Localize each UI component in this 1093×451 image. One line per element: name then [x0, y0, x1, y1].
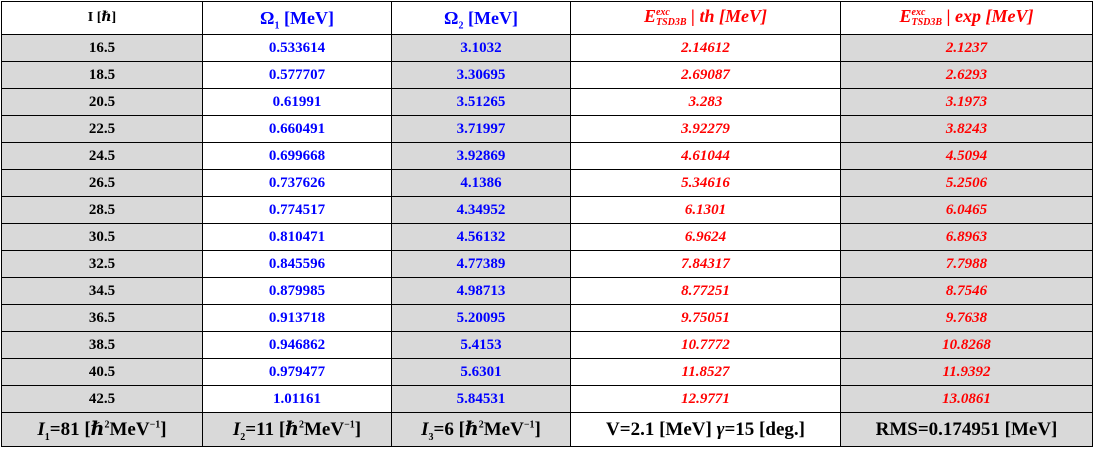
- cell-spin: 30.5: [1, 223, 203, 251]
- cell-omega1: 0.979477: [202, 358, 392, 386]
- cell-omega1: 0.533614: [202, 34, 392, 62]
- cell-omega1: 0.879985: [202, 277, 392, 305]
- cell-omega2: 4.34952: [391, 196, 571, 224]
- cell-omega2: 5.6301: [391, 358, 571, 386]
- cell-energy-theory: 5.34616: [570, 169, 841, 197]
- cell-spin: 40.5: [1, 358, 203, 386]
- cell-spin: 24.5: [1, 142, 203, 170]
- header-omega1: Ω1 [MeV]: [202, 1, 392, 35]
- cell-spin: 22.5: [1, 115, 203, 143]
- footer-inertia-2: I2=11 [ℏ2MeV−1]: [202, 412, 392, 447]
- cell-energy-theory: 2.14612: [570, 34, 841, 62]
- cell-spin: 16.5: [1, 34, 203, 62]
- footer-params: V=2.1 [MeV] γ=15 [deg.]: [570, 412, 841, 447]
- cell-energy-theory: 9.75051: [570, 304, 841, 332]
- cell-energy-experiment: 7.7988: [840, 250, 1093, 278]
- table-row: 38.5 0.946862 5.4153 10.7772 10.8268: [1, 331, 1093, 359]
- table-row: 34.5 0.879985 4.98713 8.77251 8.7546: [1, 277, 1093, 305]
- table-row: 28.5 0.774517 4.34952 6.1301 6.0465: [1, 196, 1093, 224]
- cell-energy-theory: 8.77251: [570, 277, 841, 305]
- header-spin: I [ℏ]: [1, 1, 203, 35]
- cell-omega1: 0.810471: [202, 223, 392, 251]
- cell-omega2: 4.77389: [391, 250, 571, 278]
- cell-spin: 26.5: [1, 169, 203, 197]
- cell-energy-theory: 10.7772: [570, 331, 841, 359]
- cell-energy-theory: 4.61044: [570, 142, 841, 170]
- cell-energy-experiment: 6.8963: [840, 223, 1093, 251]
- table-row: 26.5 0.737626 4.1386 5.34616 5.2506: [1, 169, 1093, 197]
- cell-energy-theory: 6.1301: [570, 196, 841, 224]
- cell-omega2: 3.92869: [391, 142, 571, 170]
- cell-energy-theory: 6.9624: [570, 223, 841, 251]
- cell-energy-theory: 2.69087: [570, 61, 841, 89]
- cell-omega2: 3.1032: [391, 34, 571, 62]
- cell-omega1: 0.61991: [202, 88, 392, 116]
- table-row: 20.5 0.61991 3.51265 3.283 3.1973: [1, 88, 1093, 116]
- cell-omega2: 4.56132: [391, 223, 571, 251]
- cell-energy-experiment: 6.0465: [840, 196, 1093, 224]
- header-omega2: Ω2 [MeV]: [391, 1, 571, 35]
- cell-spin: 18.5: [1, 61, 203, 89]
- cell-spin: 34.5: [1, 277, 203, 305]
- cell-omega2: 5.4153: [391, 331, 571, 359]
- cell-energy-experiment: 10.8268: [840, 331, 1093, 359]
- cell-spin: 20.5: [1, 88, 203, 116]
- cell-spin: 36.5: [1, 304, 203, 332]
- cell-energy-experiment: 3.8243: [840, 115, 1093, 143]
- cell-omega1: 0.845596: [202, 250, 392, 278]
- table-row: 18.5 0.577707 3.30695 2.69087 2.6293: [1, 61, 1093, 89]
- cell-omega2: 4.98713: [391, 277, 571, 305]
- cell-omega1: 0.913718: [202, 304, 392, 332]
- cell-spin: 42.5: [1, 385, 203, 413]
- cell-omega2: 3.71997: [391, 115, 571, 143]
- cell-energy-experiment: 11.9392: [840, 358, 1093, 386]
- table-row: 30.5 0.810471 4.56132 6.9624 6.8963: [1, 223, 1093, 251]
- cell-omega2: 3.30695: [391, 61, 571, 89]
- cell-omega1: 0.660491: [202, 115, 392, 143]
- cell-energy-experiment: 9.7638: [840, 304, 1093, 332]
- cell-energy-experiment: 3.1973: [840, 88, 1093, 116]
- cell-energy-theory: 12.9771: [570, 385, 841, 413]
- cell-energy-theory: 3.92279: [570, 115, 841, 143]
- table-row: 32.5 0.845596 4.77389 7.84317 7.7988: [1, 250, 1093, 278]
- footer-rms: RMS=0.174951 [MeV]: [840, 412, 1093, 447]
- cell-energy-theory: 3.283: [570, 88, 841, 116]
- cell-energy-experiment: 13.0861: [840, 385, 1093, 413]
- table-row: 24.5 0.699668 3.92869 4.61044 4.5094: [1, 142, 1093, 170]
- cell-omega1: 0.946862: [202, 331, 392, 359]
- cell-omega2: 4.1386: [391, 169, 571, 197]
- cell-spin: 28.5: [1, 196, 203, 224]
- cell-energy-experiment: 5.2506: [840, 169, 1093, 197]
- table-row: 36.5 0.913718 5.20095 9.75051 9.7638: [1, 304, 1093, 332]
- cell-energy-theory: 11.8527: [570, 358, 841, 386]
- cell-omega2: 3.51265: [391, 88, 571, 116]
- table-row: 16.5 0.533614 3.1032 2.14612 2.1237: [1, 34, 1093, 62]
- footer-inertia-1: I1=81 [ℏ2MeV−1]: [1, 412, 203, 447]
- footer-inertia-3: I3=6 [ℏ2MeV−1]: [391, 412, 571, 447]
- cell-energy-experiment: 8.7546: [840, 277, 1093, 305]
- cell-energy-experiment: 2.6293: [840, 61, 1093, 89]
- cell-omega2: 5.20095: [391, 304, 571, 332]
- table-row: 22.5 0.660491 3.71997 3.92279 3.8243: [1, 115, 1093, 143]
- cell-omega1: 0.774517: [202, 196, 392, 224]
- cell-spin: 38.5: [1, 331, 203, 359]
- footer-row: I1=81 [ℏ2MeV−1] I2=11 [ℏ2MeV−1] I3=6 [ℏ2…: [1, 412, 1093, 447]
- cell-energy-experiment: 2.1237: [840, 34, 1093, 62]
- table-row: 42.5 1.01161 5.84531 12.9771 13.0861: [1, 385, 1093, 413]
- table-row: 40.5 0.979477 5.6301 11.8527 11.9392: [1, 358, 1093, 386]
- cell-omega1: 0.737626: [202, 169, 392, 197]
- cell-energy-theory: 7.84317: [570, 250, 841, 278]
- cell-omega2: 5.84531: [391, 385, 571, 413]
- cell-omega1: 1.01161: [202, 385, 392, 413]
- cell-omega1: 0.699668: [202, 142, 392, 170]
- cell-omega1: 0.577707: [202, 61, 392, 89]
- cell-energy-experiment: 4.5094: [840, 142, 1093, 170]
- cell-spin: 32.5: [1, 250, 203, 278]
